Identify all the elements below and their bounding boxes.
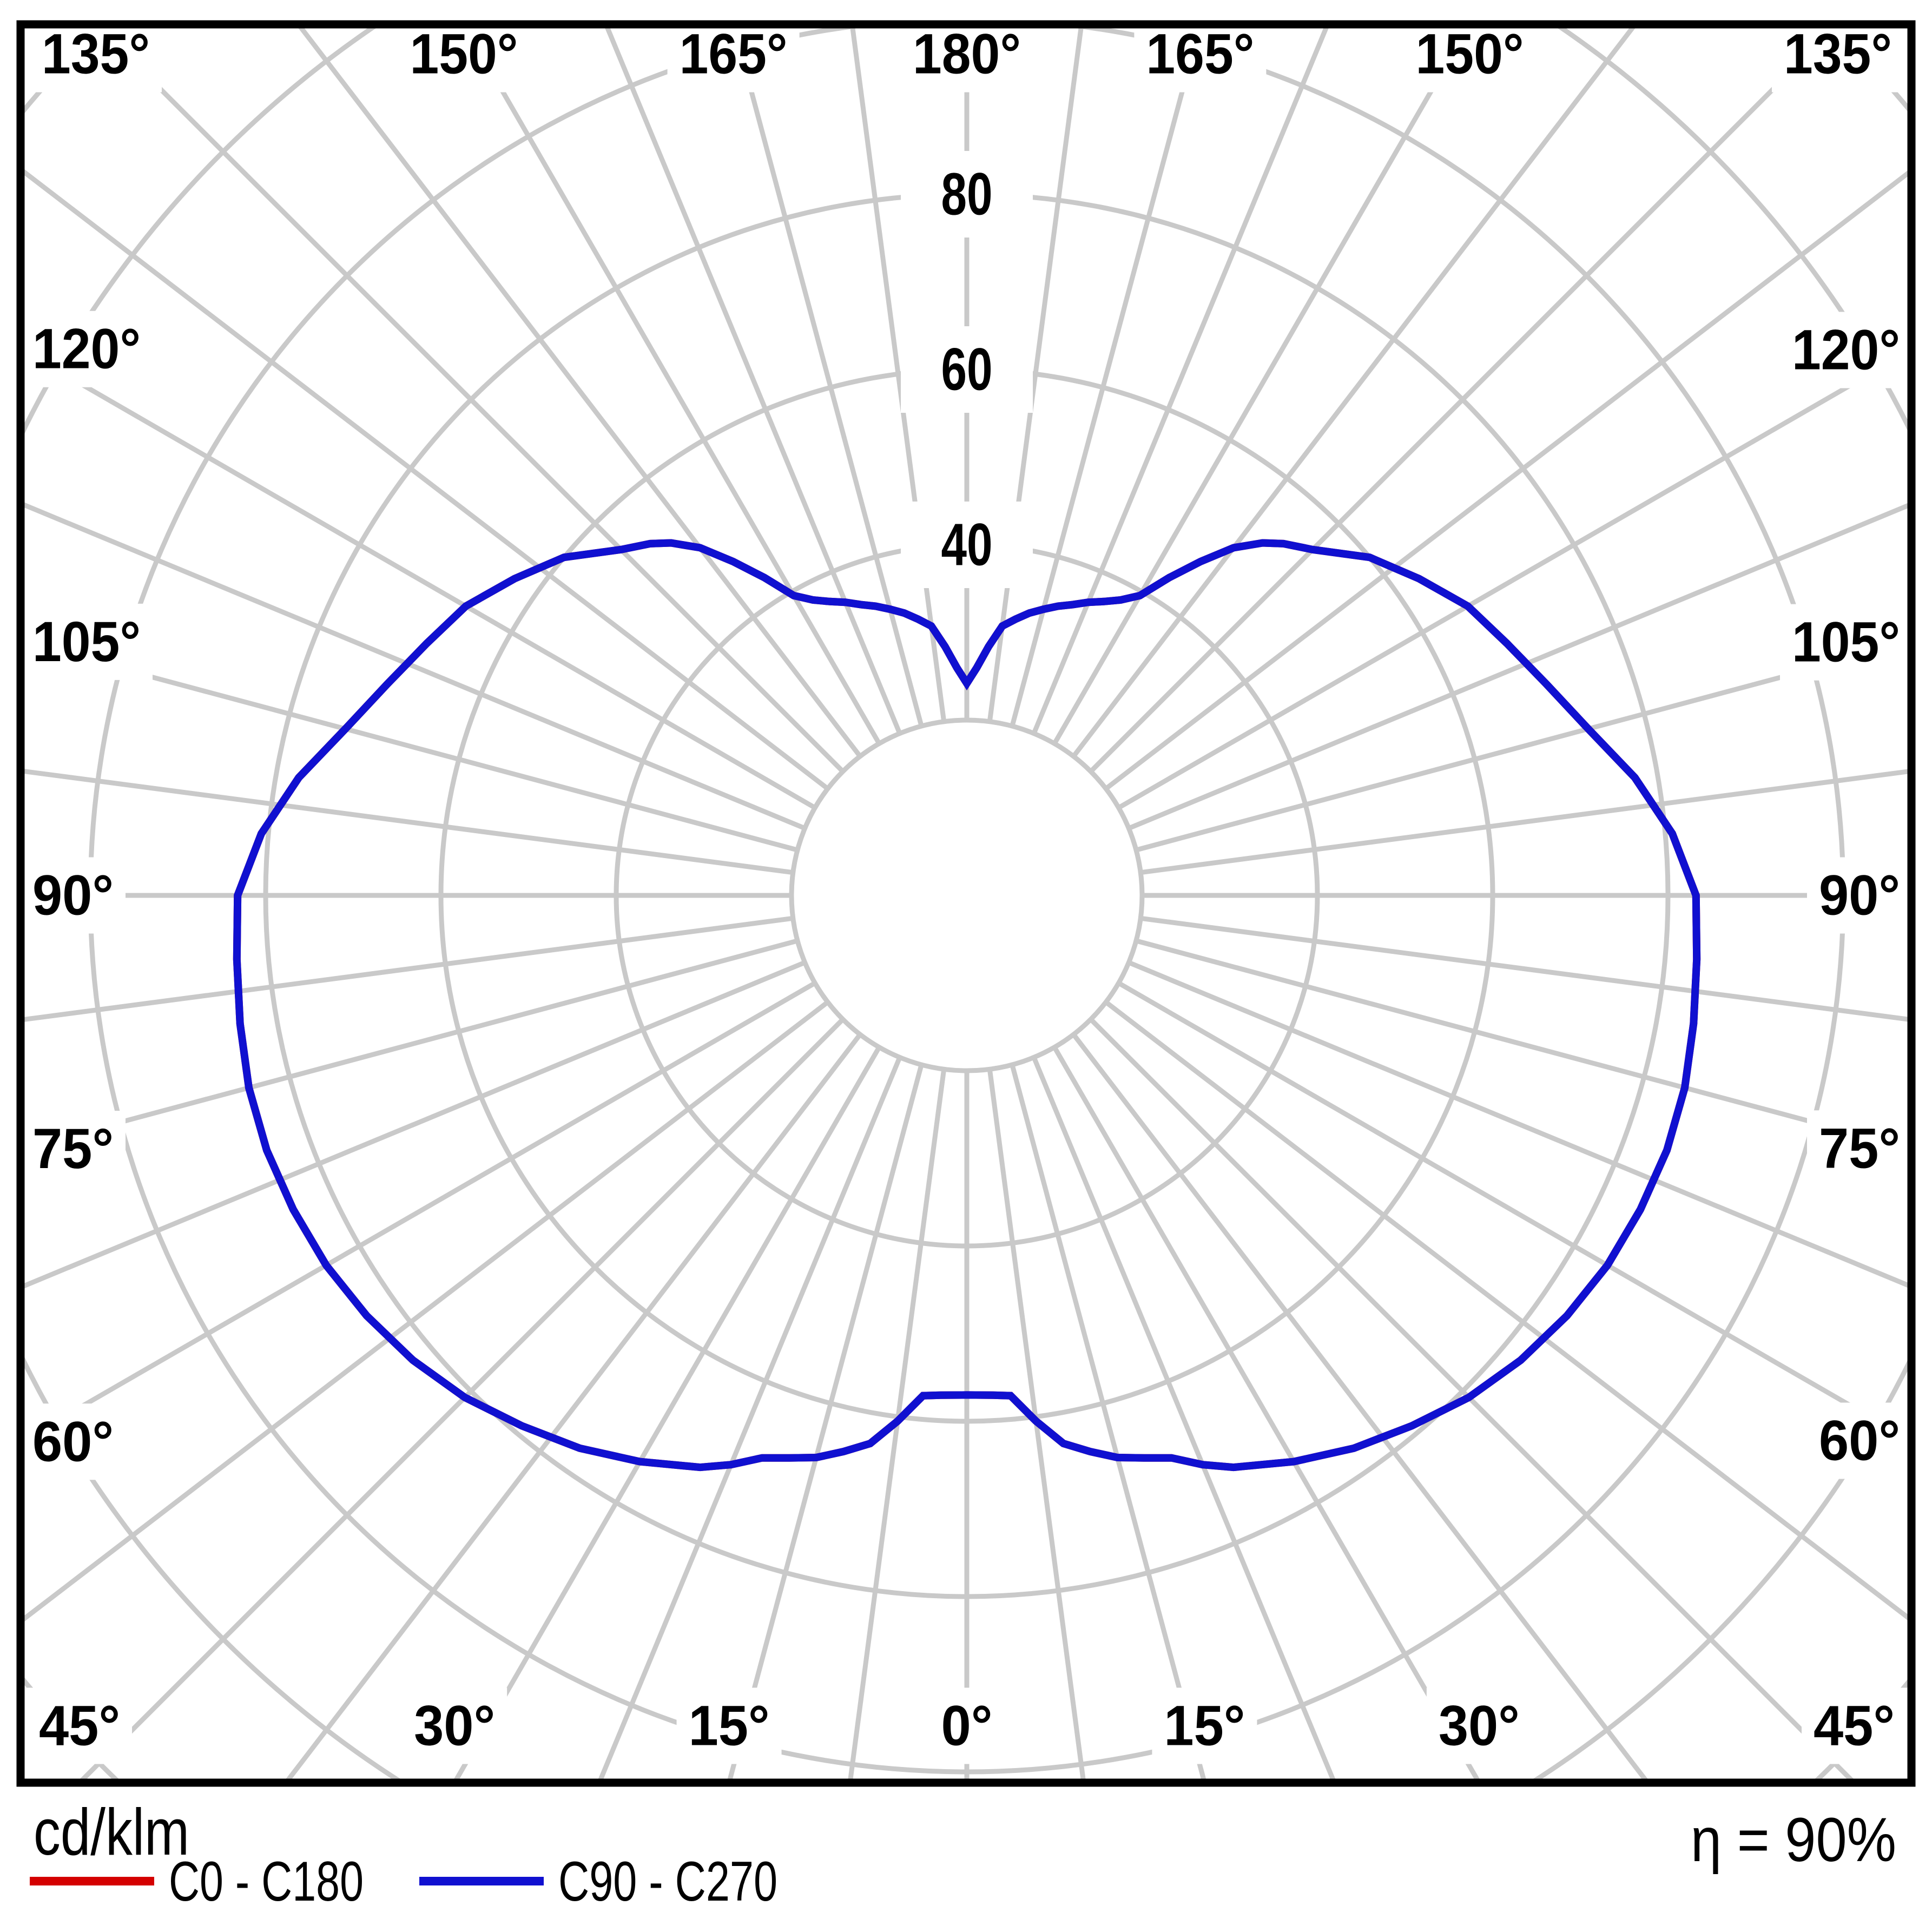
angle-label: 45° (39, 1694, 120, 1758)
angle-label: 120° (1792, 318, 1900, 381)
angle-label: 0° (941, 1694, 993, 1758)
angle-label: 75° (32, 1117, 114, 1181)
angle-label: 165° (1146, 23, 1254, 86)
chart-frame (16, 20, 1916, 1787)
angle-label: 105° (32, 610, 141, 674)
angle-label: 75° (1819, 1117, 1900, 1180)
radial-value-label: 60 (941, 337, 993, 403)
angle-label: 60° (32, 1410, 114, 1473)
angle-label: 60° (1819, 1409, 1900, 1473)
legend-label-c0-c180: C0 - C180 (169, 1850, 364, 1913)
angle-label: 135° (42, 23, 150, 86)
angle-label: 150° (410, 23, 518, 86)
angle-labels: 0° 15° 15° 30° 30° 45° 45° 60° 60° 75° 75° 90° 90° 10… (21, 16, 1912, 1764)
curve-c90-c270 (233, 539, 1701, 1472)
angle-label: 180° (913, 23, 1021, 86)
angle-label: 150° (1416, 23, 1524, 86)
efficiency-label: η = 90% (1691, 1805, 1896, 1875)
unit-label: cd/klm (34, 1795, 189, 1869)
angle-label: 30° (414, 1694, 495, 1758)
radial-value-labels: 40 60 80 (901, 151, 1033, 588)
intensity-curves (233, 539, 1701, 1472)
angle-label: 15° (1164, 1694, 1245, 1758)
radial-value-label: 40 (941, 512, 993, 578)
angle-label: 90° (1819, 864, 1900, 927)
legend-label-c90-c270: C90 - C270 (558, 1850, 777, 1913)
angle-label: 135° (1784, 23, 1892, 86)
angle-label: 90° (32, 864, 114, 927)
radial-value-label: 80 (941, 161, 993, 228)
angle-label: 105° (1792, 611, 1900, 674)
angle-label: 120° (32, 318, 141, 381)
angle-label: 15° (689, 1694, 770, 1758)
angle-label: 165° (680, 23, 788, 86)
angle-label: 30° (1439, 1694, 1520, 1758)
angle-label: 45° (1814, 1694, 1895, 1758)
